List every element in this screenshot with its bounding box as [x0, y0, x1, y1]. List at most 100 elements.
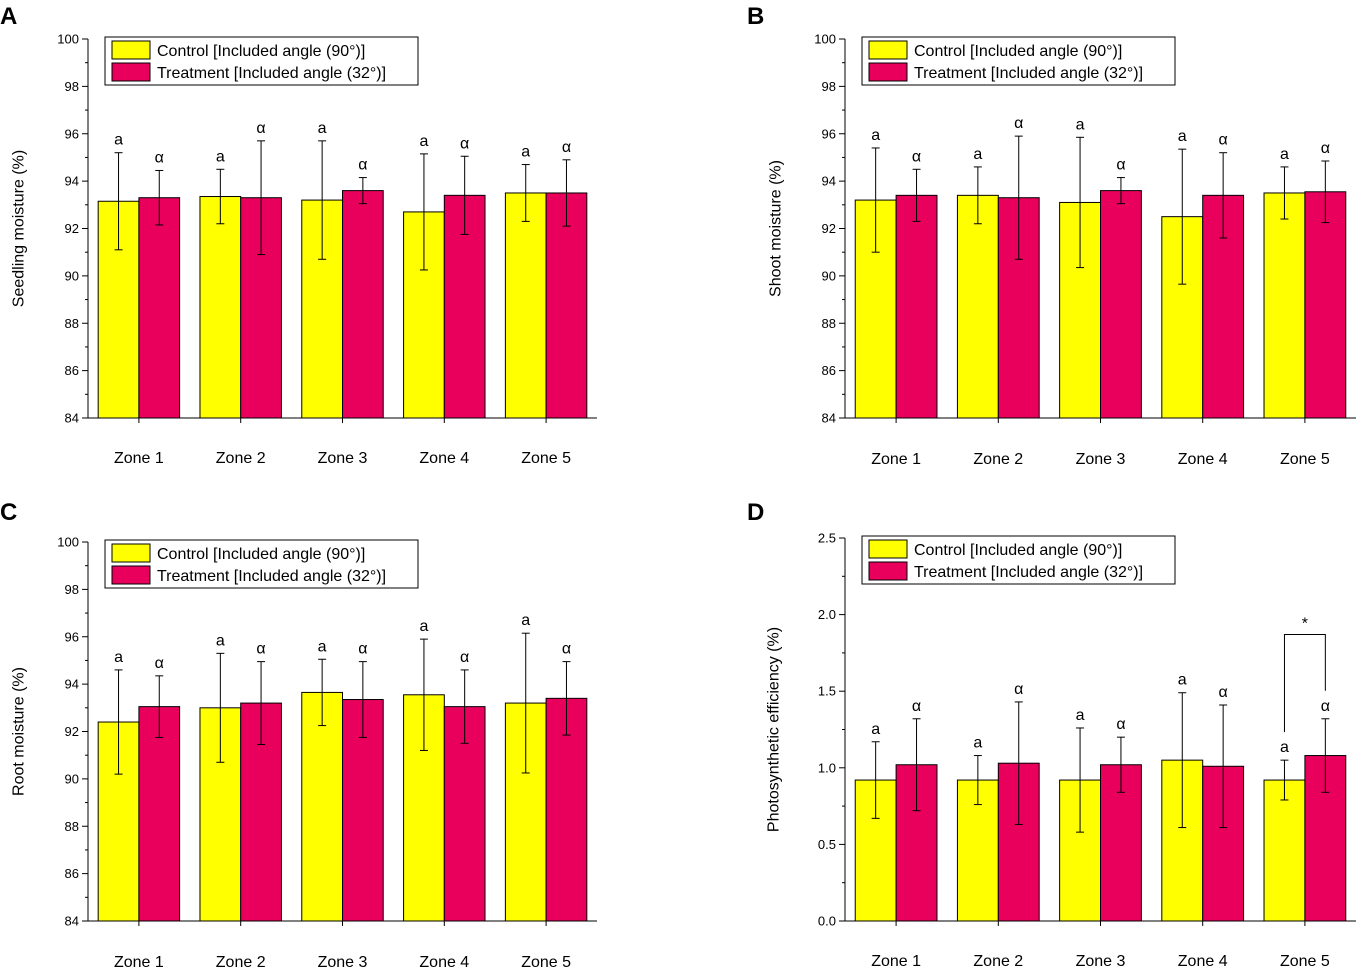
y-tick-label: 94 [65, 174, 79, 189]
x-category-label: Zone 5 [1280, 451, 1330, 468]
bar-treatment [342, 190, 384, 419]
significance-letter: a [318, 638, 327, 655]
x-category-label: Zone 2 [216, 954, 266, 971]
y-tick-label: 90 [822, 268, 836, 283]
x-category-label: Zone 5 [521, 450, 571, 467]
x-category-label: Zone 3 [318, 450, 368, 467]
panel-c: C 84 86 88 90 92 94 96 98 100 Root moisture (%) a α Z… [0, 499, 597, 971]
significance-letter: α [1219, 684, 1228, 701]
legend-swatch-control [868, 40, 908, 60]
significance-letter: a [114, 649, 123, 666]
significance-letter: α [460, 649, 469, 666]
panel-letter: A [0, 3, 17, 30]
significance-letter: α [1014, 681, 1023, 698]
x-category-label: Zone 4 [1178, 953, 1228, 970]
x-category-label: Zone 1 [114, 450, 164, 467]
significance-letter: α [1014, 115, 1023, 132]
significance-letter: a [419, 618, 428, 635]
y-tick-label: 0.5 [818, 837, 836, 852]
y-tick-label: 96 [65, 126, 79, 141]
significance-letter: a [1076, 116, 1085, 133]
significance-letter: a [871, 127, 880, 144]
legend-box [861, 36, 1176, 86]
significance-letter: α [460, 135, 469, 152]
y-tick-label: 88 [65, 316, 79, 331]
x-category-label: Zone 2 [973, 451, 1023, 468]
panel-b: B 84 86 88 90 92 94 96 98 100 Shoot moisture (%) a α… [747, 3, 1356, 468]
significance-letter: a [1076, 707, 1085, 724]
panel-letter: D [747, 499, 764, 526]
x-category-label: Zone 5 [521, 954, 571, 971]
significance-letter: a [419, 133, 428, 150]
significance-letter: α [256, 120, 265, 137]
bar-control [301, 691, 343, 922]
y-tick-label: 98 [65, 79, 79, 94]
y-tick-label: 94 [822, 174, 836, 189]
panel-a: A 84 86 88 90 92 94 96 98 100 Seedling moisture (%… [0, 3, 597, 467]
bar-control [956, 194, 999, 419]
y-tick-label: 86 [822, 363, 836, 378]
y-tick-label: 2.5 [818, 531, 836, 546]
legend-label-treatment: Treatment [Included angle (32°)] [914, 564, 1143, 581]
legend-label-control: Control [Included angle (90°)] [157, 43, 365, 60]
significance-letter: a [216, 148, 225, 165]
significance-letter: a [1280, 739, 1289, 756]
y-tick-label: 98 [822, 79, 836, 94]
significance-star: * [1302, 616, 1308, 633]
y-axis-label: Shoot moisture (%) [768, 160, 785, 297]
x-category-label: Zone 5 [1280, 953, 1330, 970]
significance-letter: α [358, 157, 367, 174]
y-tick-label: 1.5 [818, 684, 836, 699]
significance-letter: a [973, 735, 982, 752]
bar-treatment [1304, 191, 1347, 419]
bar-control [1263, 779, 1306, 922]
significance-letter: a [521, 612, 530, 629]
y-tick-label: 2.0 [818, 607, 836, 622]
significance-letter: α [358, 641, 367, 658]
legend-swatch-treatment [111, 565, 151, 585]
legend-swatch-treatment [868, 561, 908, 581]
y-tick-label: 0.0 [818, 914, 836, 929]
y-tick-label: 96 [65, 629, 79, 644]
legend-label-treatment: Treatment [Included angle (32°)] [914, 65, 1143, 82]
bar-control [504, 192, 547, 419]
bar-treatment [895, 194, 938, 419]
y-tick-label: 98 [65, 582, 79, 597]
panel-letter: C [0, 499, 17, 526]
x-category-label: Zone 4 [1178, 451, 1228, 468]
significance-letter: a [216, 632, 225, 649]
legend-label-treatment: Treatment [Included angle (32°)] [157, 568, 386, 585]
x-category-label: Zone 2 [216, 450, 266, 467]
significance-letter: a [1178, 672, 1187, 689]
legend-label-control: Control [Included angle (90°)] [914, 43, 1122, 60]
y-tick-label: 1.0 [818, 760, 836, 775]
bar-treatment [1100, 190, 1142, 419]
legend-swatch-control [111, 543, 151, 563]
y-tick-label: 92 [65, 724, 79, 739]
y-tick-label: 92 [822, 221, 836, 236]
x-category-label: Zone 3 [1076, 953, 1126, 970]
y-tick-label: 88 [65, 819, 79, 834]
y-tick-label: 84 [65, 914, 79, 929]
y-tick-label: 100 [814, 32, 836, 47]
significance-letter: α [1321, 140, 1330, 157]
y-tick-label: 92 [65, 221, 79, 236]
x-category-label: Zone 2 [973, 953, 1023, 970]
x-category-label: Zone 3 [318, 954, 368, 971]
significance-letter: a [114, 132, 123, 149]
y-tick-label: 96 [822, 126, 836, 141]
x-category-label: Zone 4 [419, 954, 469, 971]
legend-label-control: Control [Included angle (90°)] [157, 546, 365, 563]
y-tick-label: 84 [65, 411, 79, 426]
legend-box [104, 36, 419, 86]
significance-letter: a [973, 146, 982, 163]
bar-treatment [138, 706, 181, 922]
x-category-label: Zone 3 [1076, 451, 1126, 468]
bar-treatment [138, 197, 181, 419]
y-tick-label: 86 [65, 363, 79, 378]
panel-d: D 0.0 0.5 1.0 1.5 2.0 2.5 Photosynthetic effici… [747, 499, 1356, 970]
significance-letter: α [155, 655, 164, 672]
significance-letter: a [1178, 128, 1187, 145]
legend-swatch-control [868, 539, 908, 559]
